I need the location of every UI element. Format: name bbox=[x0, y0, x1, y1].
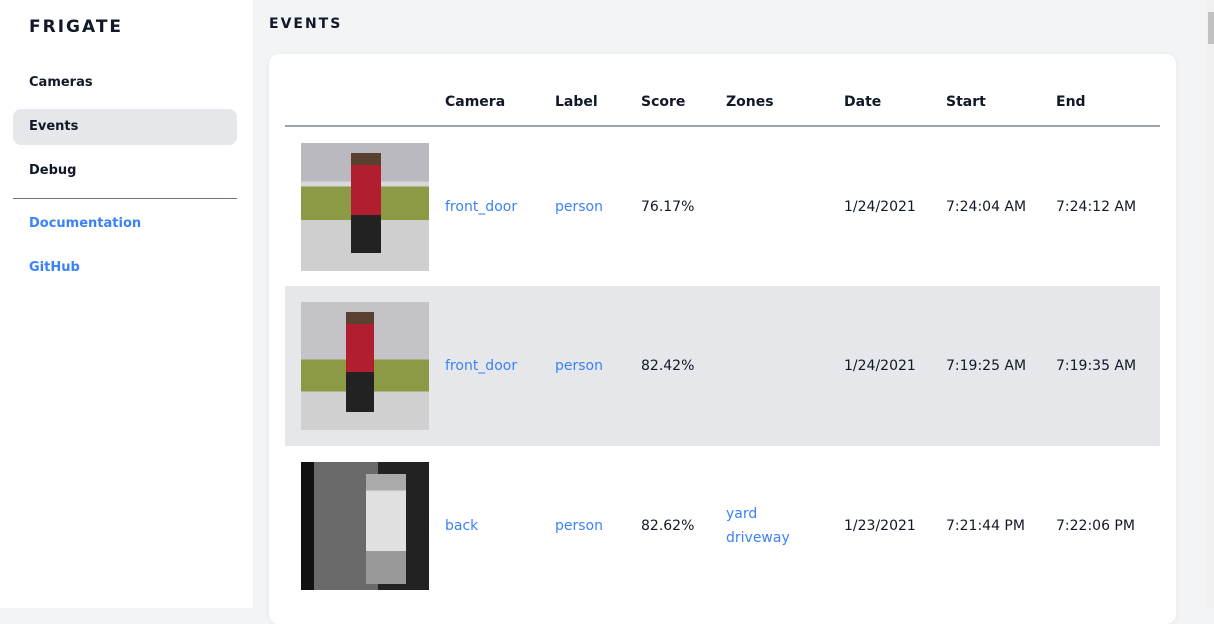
scrollbar[interactable] bbox=[1206, 0, 1214, 608]
end-time: 7:19:35 AM bbox=[1056, 286, 1160, 446]
documentation-link[interactable]: Documentation bbox=[29, 216, 142, 231]
header-start: Start bbox=[946, 78, 1056, 127]
sidebar-item-debug[interactable]: Debug bbox=[29, 163, 77, 178]
github-link[interactable]: GitHub bbox=[29, 260, 80, 275]
start-time: 7:19:25 AM bbox=[946, 286, 1056, 446]
header-end: End bbox=[1056, 78, 1160, 127]
header-camera: Camera bbox=[445, 78, 555, 127]
event-thumbnail[interactable] bbox=[301, 142, 429, 271]
end-time: 7:24:12 AM bbox=[1056, 198, 1137, 215]
event-thumbnail[interactable] bbox=[301, 302, 429, 430]
event-thumbnail[interactable] bbox=[301, 462, 429, 590]
header-zones: Zones bbox=[726, 78, 844, 127]
score: 82.42% bbox=[641, 286, 726, 446]
label-link[interactable]: person bbox=[555, 518, 603, 534]
events-table: Camera Label Score Zones Date Start End … bbox=[285, 78, 1160, 606]
camera-link[interactable]: front_door bbox=[445, 358, 518, 374]
start-time: 7:24:04 AM bbox=[946, 198, 1027, 215]
sidebar-item-events[interactable]: Events bbox=[13, 109, 237, 145]
events-card: Camera Label Score Zones Date Start End … bbox=[269, 54, 1176, 624]
table-row[interactable]: front_door person 82.42% 1/24/2021 7:19:… bbox=[285, 286, 1160, 446]
table-row[interactable]: back person 82.62% yard driveway 1/23/202… bbox=[285, 446, 1160, 606]
start-time: 7:21:44 PM bbox=[946, 518, 1025, 534]
date: 1/23/2021 bbox=[844, 518, 916, 534]
table-row[interactable]: front_door person 76.17% 1/24/2021 7:24:… bbox=[285, 126, 1160, 286]
score: 82.62% bbox=[641, 518, 695, 534]
header-thumbnail bbox=[285, 78, 445, 127]
sidebar-item-cameras[interactable]: Cameras bbox=[29, 75, 93, 90]
brand-logo[interactable]: FRIGATE bbox=[29, 17, 124, 37]
label-link[interactable]: person bbox=[555, 198, 603, 215]
sidebar: FRIGATE Cameras Events Debug Documentati… bbox=[0, 0, 253, 608]
score: 76.17% bbox=[641, 198, 695, 215]
header-date: Date bbox=[844, 78, 946, 127]
zone-link-yard[interactable]: yard bbox=[726, 506, 758, 522]
end-time: 7:22:06 PM bbox=[1056, 518, 1135, 534]
table-header: Camera Label Score Zones Date Start End bbox=[285, 78, 1160, 127]
page-title: EVENTS bbox=[269, 16, 343, 32]
date: 1/24/2021 bbox=[844, 198, 916, 215]
label-link[interactable]: person bbox=[555, 358, 603, 374]
header-score: Score bbox=[641, 78, 726, 127]
date: 1/24/2021 bbox=[844, 286, 946, 446]
camera-link[interactable]: front_door bbox=[445, 198, 518, 215]
header-label: Label bbox=[555, 78, 641, 127]
zone-link-driveway[interactable]: driveway bbox=[726, 530, 790, 546]
scrollbar-thumb[interactable] bbox=[1208, 12, 1214, 44]
camera-link[interactable]: back bbox=[445, 518, 479, 534]
sidebar-divider bbox=[13, 198, 237, 199]
